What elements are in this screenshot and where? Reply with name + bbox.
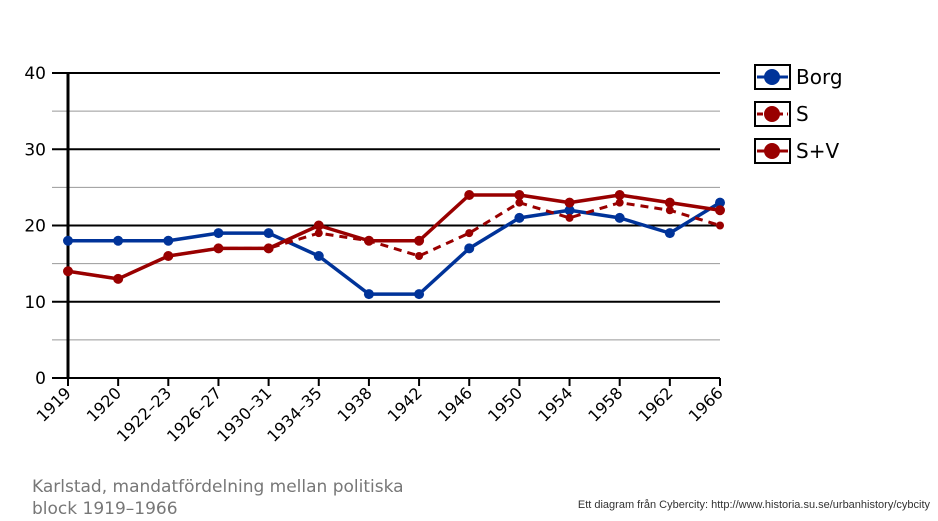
data-point — [564, 197, 575, 208]
y-tick-label: 40 — [24, 64, 46, 84]
data-point — [163, 251, 174, 261]
x-tick-label: 1950 — [484, 383, 526, 425]
line-chart: 0 10 20 30 40 1919 19201922–231926–271930–311… — [24, 64, 843, 446]
legend-label: Borg — [796, 65, 843, 89]
data-point — [514, 190, 525, 200]
series-group — [63, 190, 725, 300]
source-credit: Ett diagram från Cybercity: http://www.h… — [577, 499, 930, 511]
data-point — [564, 205, 575, 216]
x-tick-label: 1934–35 — [263, 383, 325, 445]
chart-caption: Karlstad, mandatfördelning mellan politi… — [32, 477, 404, 519]
data-point — [414, 289, 425, 300]
x-tick-label: 1938 — [334, 383, 376, 425]
data-point — [615, 198, 624, 207]
data-point — [163, 235, 174, 246]
data-point — [464, 190, 475, 200]
data-point — [363, 235, 374, 246]
y-axis-ticks: 0 10 20 30 40 — [24, 64, 46, 389]
data-point — [414, 235, 425, 246]
legend-label: S — [796, 102, 809, 126]
x-tick-label: 1962 — [634, 383, 676, 425]
legend-label: S+V — [796, 139, 839, 163]
x-tick-label: 1946 — [434, 383, 476, 425]
y-tick-label: 20 — [24, 217, 46, 237]
data-point — [313, 251, 324, 261]
data-point — [63, 235, 73, 246]
data-point — [715, 205, 725, 216]
legend: Borg S S+V — [754, 64, 843, 164]
data-point — [715, 197, 725, 208]
data-point — [113, 235, 124, 246]
data-point — [515, 198, 524, 207]
x-tick-label: 1958 — [584, 383, 626, 425]
data-point — [614, 190, 625, 200]
data-point — [664, 228, 675, 239]
legend-marker — [764, 106, 780, 122]
y-tick-label: 30 — [24, 140, 46, 160]
data-point — [313, 220, 324, 231]
data-point — [63, 266, 73, 277]
y-tick-label: 0 — [35, 369, 46, 389]
data-point — [263, 243, 274, 254]
x-tick-label: 1920 — [83, 383, 125, 425]
data-point — [113, 273, 124, 284]
x-tick-label: 1919 — [33, 383, 75, 425]
data-point — [314, 229, 323, 238]
legend-marker — [764, 69, 780, 85]
data-point — [213, 243, 224, 254]
axes — [52, 73, 720, 379]
data-point — [716, 221, 724, 230]
series-line-borg — [68, 201, 721, 296]
x-tick-label: 1954 — [534, 383, 576, 425]
data-point — [665, 206, 674, 215]
y-tick-label: 10 — [24, 293, 46, 313]
data-point — [415, 252, 424, 260]
x-tick-label: 1966 — [685, 383, 727, 425]
data-point — [514, 212, 525, 223]
data-point — [213, 228, 224, 239]
data-point — [363, 289, 374, 300]
data-point — [565, 213, 574, 222]
series-line-s-v — [67, 193, 721, 281]
data-point — [664, 197, 675, 208]
data-point — [464, 243, 475, 254]
data-point — [263, 228, 274, 239]
data-point — [465, 229, 474, 238]
grid-lines — [52, 72, 720, 341]
legend-marker — [764, 143, 780, 159]
x-tick-label: 1942 — [384, 383, 426, 425]
data-point — [614, 212, 625, 223]
